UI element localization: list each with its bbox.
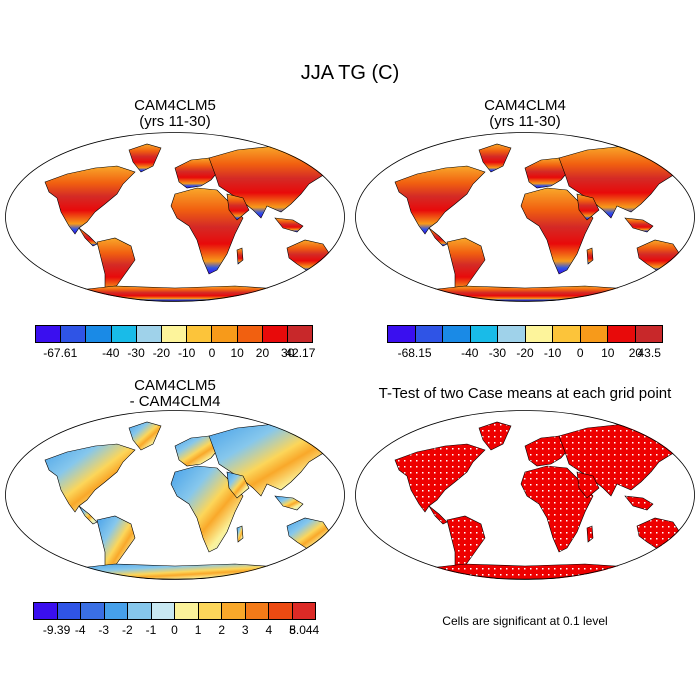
colorbar-swatch bbox=[580, 326, 608, 342]
panel-title-line2: (yrs 11-30) bbox=[139, 113, 211, 130]
colorbar-swatch bbox=[287, 326, 313, 342]
colorbar-tick-label: 2 bbox=[218, 623, 225, 637]
colorbar-tick-label: -9.39 bbox=[42, 623, 71, 637]
map-cam4clm5 bbox=[5, 132, 345, 302]
panel-title-ttest: T-Test of two Case means at each grid po… bbox=[355, 386, 695, 402]
colorbar-tick-label: 20 bbox=[628, 346, 643, 360]
colorbar-tick-label: 10 bbox=[601, 346, 615, 360]
significance-note: Cells are significant at 0.1 level bbox=[442, 614, 608, 628]
panel-title-line1: T-Test of two Case means at each grid po… bbox=[378, 385, 672, 402]
colorbar-swatch bbox=[292, 603, 315, 619]
colorbar-swatch bbox=[470, 326, 498, 342]
colorbar-swatch bbox=[237, 326, 263, 342]
colorbar-swatch bbox=[136, 326, 162, 342]
colorbar-tick-label: -40 bbox=[461, 346, 479, 360]
colorbar-swatch bbox=[57, 603, 81, 619]
colorbar-tick-label: 8.044 bbox=[289, 623, 320, 637]
colorbar-tick-label: 4 bbox=[265, 623, 273, 637]
colorbar-tick-label: -20 bbox=[516, 346, 534, 360]
colorbar-swatch bbox=[635, 326, 662, 342]
colorbar-swatch bbox=[262, 326, 288, 342]
figure-title: JJA TG (C) bbox=[300, 62, 400, 84]
colorbar-swatch bbox=[111, 326, 137, 342]
colorbar-swatch bbox=[151, 603, 175, 619]
colorbar-tick-label: 5 bbox=[289, 623, 296, 637]
colorbar-tick-label: -68.15 bbox=[397, 346, 432, 360]
colorbar-tick-label: -4 bbox=[74, 623, 86, 637]
colorbar-tick-label: -40 bbox=[102, 346, 120, 360]
colorbar-cam4clm4 bbox=[387, 325, 663, 343]
map-difference bbox=[5, 410, 345, 580]
colorbar-swatch bbox=[128, 603, 152, 619]
panel-title-line1: CAM4CLM5 bbox=[134, 97, 216, 114]
panel-title-line1: CAM4CLM5 bbox=[134, 377, 216, 394]
colorbar-tick-label: -20 bbox=[152, 346, 171, 360]
colorbar-tick-label: 1 bbox=[194, 623, 202, 637]
colorbar-swatch bbox=[104, 603, 128, 619]
colorbar-difference bbox=[33, 602, 316, 620]
colorbar-swatch bbox=[212, 326, 238, 342]
colorbar-swatch bbox=[198, 603, 222, 619]
colorbar-tick-label: 30 bbox=[281, 346, 295, 360]
colorbar-labels-cam4clm5: -67.61 -40 -30 -20 -10 0 10 20 30 42.17 bbox=[35, 346, 316, 360]
colorbar-swatch bbox=[553, 326, 581, 342]
colorbar-tick-label: -30 bbox=[488, 346, 507, 360]
colorbar-swatch bbox=[269, 603, 293, 619]
colorbar-tick-label: 10 bbox=[230, 346, 244, 360]
colorbar-tick-label: 0 bbox=[576, 346, 584, 360]
colorbar-tick-label: 0 bbox=[171, 623, 178, 637]
panel-title-diff: CAM4CLM5 - CAM4CLM4 bbox=[5, 378, 345, 410]
colorbar-tick-label: -1 bbox=[145, 623, 157, 637]
colorbar-swatch bbox=[388, 326, 416, 342]
colorbar-tick-label: -10 bbox=[177, 346, 196, 360]
colorbar-swatch bbox=[415, 326, 443, 342]
colorbar-tick-label: 20 bbox=[255, 346, 270, 360]
colorbar-swatch bbox=[187, 326, 213, 342]
panel-title-line1: CAM4CLM4 bbox=[484, 97, 566, 114]
colorbar-tick-label: 3 bbox=[241, 623, 249, 637]
panel-title-line2: (yrs 11-30) bbox=[489, 113, 561, 130]
panel-title-cam4clm5: CAM4CLM5 (yrs 11-30) bbox=[5, 98, 345, 130]
colorbar-swatch bbox=[222, 603, 246, 619]
colorbar-tick-label: 43.5 bbox=[637, 346, 661, 360]
colorbar-tick-label: 0 bbox=[208, 346, 216, 360]
colorbar-tick-label: -2 bbox=[121, 623, 133, 637]
colorbar-tick-label: -3 bbox=[98, 623, 110, 637]
colorbar-swatch bbox=[86, 326, 112, 342]
colorbar-cam4clm5 bbox=[35, 325, 313, 343]
panel-title-line2: - CAM4CLM4 bbox=[129, 393, 221, 410]
colorbar-tick-label: -30 bbox=[127, 346, 145, 360]
colorbar-swatch bbox=[81, 603, 105, 619]
map-ttest bbox=[355, 410, 695, 580]
colorbar-tick-label: 42.17 bbox=[285, 346, 316, 360]
colorbar-swatch bbox=[36, 326, 62, 342]
colorbar-swatch bbox=[498, 326, 526, 342]
colorbar-swatch bbox=[61, 326, 87, 342]
colorbar-swatch bbox=[525, 326, 553, 342]
colorbar-labels-difference: -9.39 -4 -3 -2 -1 0 1 2 3 4 5 8.044 bbox=[33, 623, 320, 637]
map-cam4clm4 bbox=[355, 132, 695, 302]
colorbar-labels-cam4clm4: -68.15 -40 -30 -20 -10 0 10 20 43.5 bbox=[387, 346, 663, 360]
colorbar-tick-label: -67.61 bbox=[43, 346, 78, 360]
colorbar-swatch bbox=[608, 326, 636, 342]
colorbar-swatch bbox=[34, 603, 58, 619]
colorbar-tick-label: -10 bbox=[543, 346, 562, 360]
colorbar-swatch bbox=[175, 603, 199, 619]
panel-title-cam4clm4: CAM4CLM4 (yrs 11-30) bbox=[355, 98, 695, 130]
colorbar-swatch bbox=[443, 326, 471, 342]
colorbar-swatch bbox=[161, 326, 188, 342]
colorbar-swatch bbox=[245, 603, 269, 619]
